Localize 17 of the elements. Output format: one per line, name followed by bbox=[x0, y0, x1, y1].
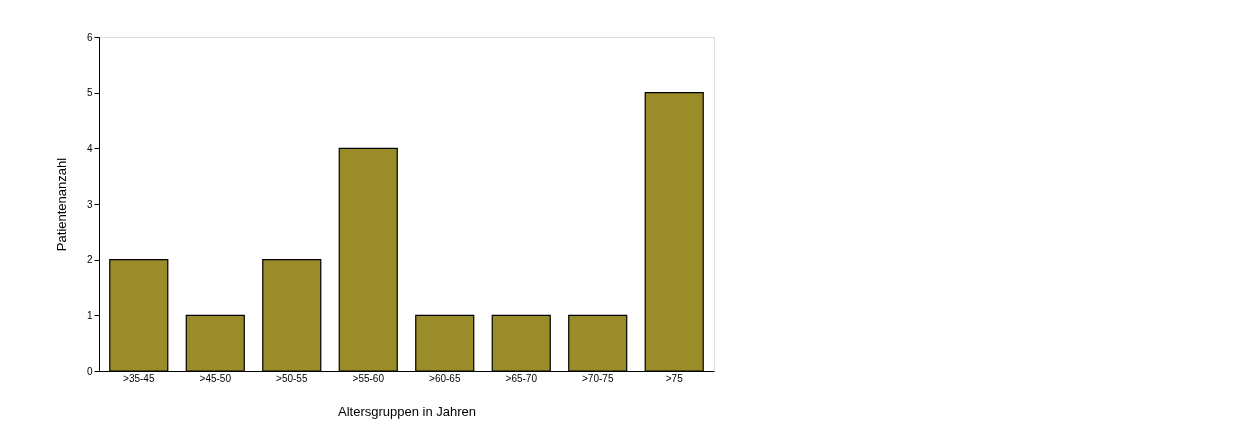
y-tick-label: 3 bbox=[86, 198, 93, 210]
x-tick-label: >55-60 bbox=[352, 372, 385, 384]
x-tick-label: >60-65 bbox=[429, 372, 461, 384]
y-tick-label: 4 bbox=[86, 142, 93, 154]
y-tick-label: 2 bbox=[86, 254, 93, 266]
x-tick-label: >70-75 bbox=[582, 372, 614, 384]
x-tick-label: >45-50 bbox=[199, 372, 232, 384]
y-tick-label: 0 bbox=[86, 365, 93, 377]
y-tick-label: 1 bbox=[86, 309, 93, 321]
y-tick-label: 5 bbox=[86, 87, 93, 99]
x-tick-label: >65-70 bbox=[505, 372, 538, 384]
y-tick-label: 6 bbox=[86, 31, 93, 43]
x-axis-title: Altersgruppen in Jahren bbox=[337, 403, 477, 419]
x-tick-label: >75 bbox=[665, 372, 684, 384]
x-tick-label: >50-55 bbox=[276, 372, 308, 384]
y-axis-title: Patientenanzahl bbox=[53, 157, 69, 252]
x-tick-label: >35-45 bbox=[123, 372, 155, 384]
